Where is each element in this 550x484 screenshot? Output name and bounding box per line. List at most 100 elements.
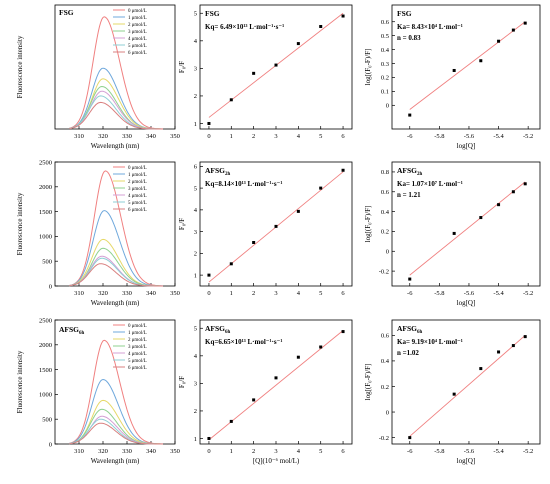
data-point	[479, 59, 483, 63]
x-tick-label: 5	[319, 290, 322, 297]
plot-frame	[54, 161, 176, 287]
data-point	[341, 168, 345, 172]
legend-entry-5: 5 μmol/L	[128, 44, 147, 49]
spectrum-series-6	[69, 101, 163, 130]
y-tick-label: 0.2	[381, 229, 389, 236]
data-point	[229, 419, 233, 423]
y-tick-label: 2	[194, 251, 197, 258]
y-tick-label: 0.2	[381, 384, 389, 391]
x-tick-label: 350	[170, 133, 180, 140]
double-log-panel-row-1: -6 -5.8 -5.6 -5.4 -5.2 -0.2 0 0.2 0.4 0.6 0.8 log[Q…	[364, 161, 541, 307]
data-point	[511, 344, 515, 348]
panel-annotation-constant: Ka= 1.07×10⁷ L·mol⁻¹	[397, 180, 463, 188]
x-tick-label: 0	[207, 133, 210, 140]
panel-annotation-title: AFSG2h	[397, 166, 423, 177]
y-tick-label: 0.3	[381, 61, 389, 68]
x-axis-label: Wavelength (nm)	[91, 299, 140, 307]
y-tick-label: 1	[194, 436, 197, 443]
legend-entry-3: 3 μmol/L	[128, 187, 147, 192]
data-point	[523, 335, 527, 339]
data-point	[452, 392, 456, 396]
x-tick-label: -5.2	[523, 448, 533, 455]
legend-entry-1: 1 μmol/L	[128, 16, 147, 21]
legend-entry-1: 1 μmol/L	[128, 331, 147, 336]
x-tick-label: 330	[122, 133, 132, 140]
x-tick-label: 4	[297, 290, 301, 297]
x-tick-label: -5.8	[434, 290, 444, 297]
stern-volmer-panel-row-0: 0 1 2 3 4 5 6 1 2 3 4 5 F₀/F FSG Kq= 6.49×10¹³ L·mol⁻¹…	[178, 4, 353, 140]
data-point	[408, 436, 412, 440]
data-point	[274, 63, 278, 67]
x-tick-label: 320	[98, 448, 108, 455]
y-axis-label: log[(F₀-F)/F]	[364, 364, 372, 401]
x-axis-label: log[Q]	[457, 142, 476, 150]
fit-line	[409, 181, 526, 276]
stern-volmer-panel-row-1: 0 1 2 3 4 5 6 1 2 3 4 5 6 F₀/F AFSG2h Kq=8.14×10¹³ L·mo…	[178, 161, 353, 297]
panel-annotation-constant: Kq=8.14×10¹³ L·mol⁻¹·s⁻¹	[205, 180, 282, 188]
y-tick-label: 1	[194, 272, 197, 279]
legend-entry-5: 5 μmol/L	[128, 359, 147, 364]
x-tick-label: 6	[341, 133, 345, 140]
y-tick-label: 0.1	[381, 89, 389, 96]
y-tick-label: 0.8	[381, 169, 389, 176]
legend-entry-0: 0 μmol/L	[128, 166, 147, 171]
y-tick-label: 2500	[39, 317, 52, 324]
data-point	[319, 186, 323, 190]
y-tick-label: 0	[386, 409, 389, 416]
plot-frame	[391, 4, 541, 130]
x-tick-label: 340	[146, 448, 156, 455]
x-tick-label: -5.8	[434, 133, 444, 140]
y-axis-label: F₀/F	[178, 376, 186, 388]
panel-annotation-constant: Kq= 6.49×10¹³ L·mol⁻¹·s⁻¹	[205, 23, 284, 31]
x-tick-label: 1	[230, 448, 233, 455]
panel-annotation-title: AFSG6h	[205, 324, 231, 335]
y-tick-label: 0.4	[381, 47, 390, 54]
spectrum-series-1	[69, 210, 164, 287]
y-tick-label: 1000	[39, 234, 52, 241]
x-tick-label: 350	[170, 448, 180, 455]
data-point	[523, 21, 527, 25]
legend-entry-5: 5 μmol/L	[128, 201, 147, 206]
y-axis-label: log[(F₀-F)/F]	[364, 49, 372, 86]
data-point	[207, 436, 211, 440]
spectrum-series-6	[69, 263, 163, 287]
panel-annotation-title: FSG	[397, 9, 412, 18]
spectrum-series-6	[69, 422, 163, 445]
x-tick-label: 350	[170, 290, 180, 297]
x-tick-label: -5.6	[464, 133, 475, 140]
data-point	[523, 182, 527, 186]
y-tick-label: 2000	[39, 342, 52, 349]
data-point	[274, 224, 278, 228]
data-point	[252, 398, 256, 402]
x-tick-label: 330	[122, 448, 132, 455]
panel-annotation-constant: Kq=6.65×10¹³ L·mol⁻¹·s⁻¹	[205, 338, 282, 346]
y-axis-label: Fluorescence intensity	[16, 192, 24, 255]
legend-entry-4: 4 μmol/L	[128, 37, 147, 42]
y-tick-label: 0.6	[381, 189, 390, 196]
legend-entry-6: 6 μmol/L	[128, 208, 147, 213]
y-tick-label: 3	[194, 381, 197, 388]
y-tick-label: 2	[194, 93, 197, 100]
x-tick-label: -5.2	[523, 290, 533, 297]
data-point	[497, 203, 501, 207]
data-point	[497, 39, 501, 43]
legend-entry-3: 3 μmol/L	[128, 30, 147, 35]
x-tick-label: -6	[407, 290, 413, 297]
fit-line	[409, 21, 526, 110]
y-tick-label: 0.6	[381, 333, 390, 340]
double-log-panel-row-2: -6 -5.8 -5.6 -5.4 -5.2 -0.2 0 0.2 0.4 0.6 log[Q] lo…	[364, 319, 541, 465]
spectrum-panel-row-0: 310 320 330 340 350 Wavelength (nm) Fluorescen…	[16, 4, 180, 150]
y-tick-label: 2	[194, 408, 197, 415]
legend-entry-4: 4 μmol/L	[128, 352, 147, 357]
legend-entry-4: 4 μmol/L	[128, 194, 147, 199]
x-axis-label: log[Q]	[457, 299, 476, 307]
x-tick-label: 1	[230, 133, 233, 140]
panel-annotation-constant: Ka= 9.19×10⁴ L·mol⁻¹	[397, 338, 463, 346]
data-point	[341, 14, 345, 18]
fit-line	[208, 330, 344, 441]
x-tick-label: 6	[341, 290, 345, 297]
spectrum-series-0	[69, 170, 163, 287]
panel-annotation: AFSG6h	[59, 325, 85, 336]
x-tick-label: -5.4	[493, 290, 504, 297]
y-axis-label: F₀/F	[178, 61, 186, 73]
